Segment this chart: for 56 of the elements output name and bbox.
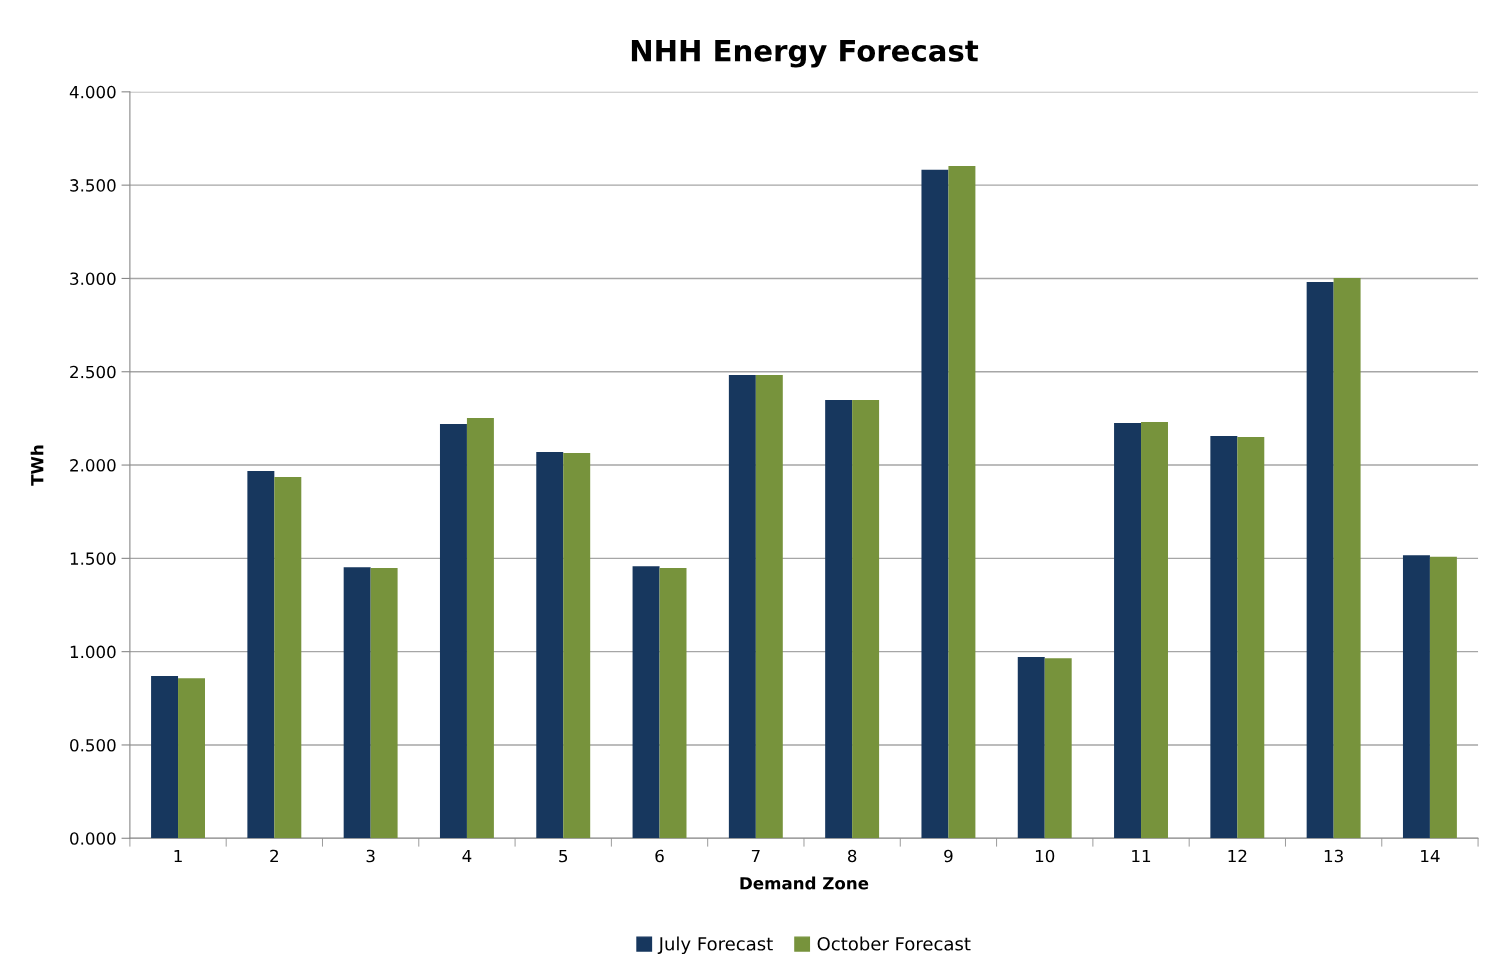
bar (825, 399, 853, 839)
bar (1210, 435, 1238, 839)
x-tick-label: 9 (944, 849, 953, 863)
x-tick-label: 6 (655, 849, 664, 863)
bar (1017, 657, 1045, 839)
bar (563, 453, 591, 839)
bar (274, 476, 302, 839)
x-axis-title: Demand Zone (740, 876, 869, 890)
bar (852, 399, 880, 839)
y-tick-label: 0.500 (70, 738, 116, 752)
bar (370, 568, 398, 839)
bar (343, 567, 371, 839)
bar (1237, 437, 1265, 839)
bar (536, 451, 564, 839)
x-tick-label: 3 (366, 849, 375, 863)
x-tick-label: 14 (1421, 849, 1440, 863)
y-tick-label: 4.000 (69, 85, 116, 99)
x-tick-label: 5 (559, 849, 568, 863)
y-tick-label: 3.500 (70, 179, 116, 192)
x-tick-label: 4 (462, 849, 472, 863)
x-tick-label: 1 (174, 849, 182, 863)
y-tick-label: 2.000 (70, 459, 116, 472)
bar (921, 169, 949, 839)
legend-label: October Forecast (817, 936, 971, 951)
bar (1333, 277, 1361, 839)
bar (1402, 555, 1430, 839)
bar (178, 678, 205, 839)
bar (659, 568, 687, 839)
bar (1429, 556, 1457, 839)
bar (1306, 281, 1334, 839)
y-tick-label: 1.500 (70, 552, 116, 565)
bar (466, 418, 494, 839)
y-tick-label: 1.000 (70, 645, 116, 659)
y-tick-label: 2.500 (70, 365, 116, 379)
bar (728, 374, 756, 839)
bar (151, 676, 179, 839)
bar (948, 165, 976, 839)
bar (1114, 423, 1142, 839)
y-tick-label: 3.000 (70, 272, 116, 286)
x-tick-label: 11 (1132, 849, 1151, 863)
x-tick-label: 2 (270, 849, 278, 863)
y-axis-title: TWh (30, 445, 44, 486)
bar (632, 566, 660, 839)
x-tick-label: 8 (847, 849, 857, 863)
chart-title: NHH Energy Forecast (631, 40, 979, 68)
x-tick-label: 7 (751, 849, 760, 863)
bar (247, 471, 275, 839)
bar (1044, 658, 1072, 839)
bar (1141, 421, 1168, 839)
bar (755, 374, 783, 839)
legend-label: July Forecast (657, 936, 773, 955)
x-tick-label: 13 (1324, 849, 1343, 863)
x-tick-label: 10 (1035, 849, 1055, 863)
x-tick-label: 12 (1228, 849, 1247, 863)
bar (439, 424, 467, 839)
y-tick-label: 0.000 (70, 832, 116, 845)
